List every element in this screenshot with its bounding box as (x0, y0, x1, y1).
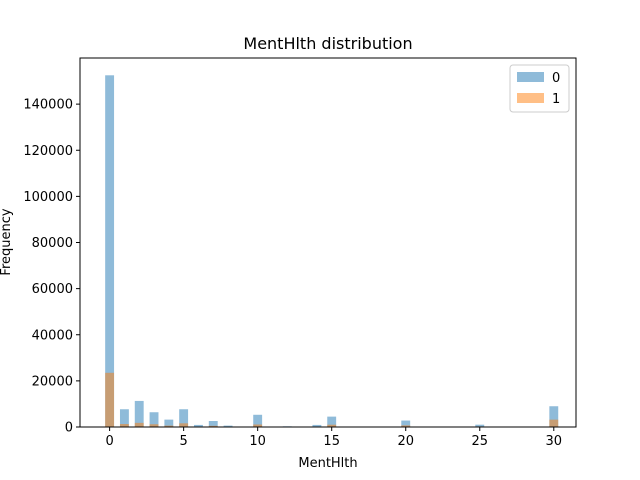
bar-series-1-bin-15 (327, 424, 337, 427)
y-tick-label-40000: 40000 (32, 328, 73, 343)
x-tick-label-20: 20 (397, 434, 414, 449)
bar-series-1-bin-1 (119, 424, 129, 427)
bar-series-1-bin-3 (149, 424, 159, 427)
legend-swatch-0 (517, 72, 544, 82)
bar-series-0-bin-4 (164, 419, 174, 427)
bar-series-0-bin-6 (194, 424, 203, 427)
x-axis-label: MentHlth (298, 456, 357, 471)
x-axis: 0 5 10 15 20 25 30 (105, 427, 562, 449)
x-tick-label-5: 5 (180, 434, 188, 449)
bar-series-1-bin-7 (208, 425, 218, 427)
y-tick-label-20000: 20000 (32, 374, 73, 389)
plot-frame (79, 57, 577, 428)
bar-series-0-bin-30 (549, 406, 559, 427)
y-tick-label-100000: 100000 (23, 190, 73, 205)
y-tick-label-140000: 140000 (23, 98, 73, 113)
bar-series-0-bin-10 (253, 414, 263, 427)
bar-series-0-bin-14 (312, 424, 322, 427)
plot-area (105, 75, 559, 427)
chart-title: MentHlth distribution (243, 34, 412, 53)
y-tick-label-60000: 60000 (32, 282, 73, 297)
legend-label-0: 0 (552, 71, 560, 86)
y-tick-label-80000: 80000 (32, 236, 73, 251)
bar-series-0-bin-0 (105, 75, 115, 427)
bar-series-0-bin-20 (401, 420, 411, 427)
bar-series-0-bin-8 (223, 425, 233, 427)
bar-series-0-bin-7 (208, 421, 218, 427)
x-tick-label-15: 15 (323, 434, 340, 449)
bar-series-1-bin-10 (253, 424, 263, 427)
x-tick-label-30: 30 (546, 434, 563, 449)
x-tick-label-0: 0 (105, 434, 113, 449)
y-tick-label-120000: 120000 (23, 144, 73, 159)
bar-series-0-bin-3 (149, 412, 159, 427)
bar-series-1-bin-2 (134, 422, 144, 427)
bar-series-1-bin-20 (401, 425, 411, 427)
x-tick-label-25: 25 (471, 434, 488, 449)
y-axis: 0 20000 40000 60000 80000 100000 120000 140000 (23, 98, 80, 436)
legend: 01 (509, 64, 570, 113)
bar-series-0-bin-1 (119, 409, 129, 427)
legend-swatch-1 (517, 93, 544, 103)
bar-series-1-bin-5 (179, 423, 189, 427)
bar-series-1-bin-30 (549, 419, 559, 427)
bar-series-0-bin-5 (179, 409, 189, 427)
bar-series-1-bin-4 (164, 425, 174, 427)
x-tick-label-10: 10 (249, 434, 266, 449)
y-tick-label-0: 0 (65, 421, 73, 436)
bar-series-0-bin-2 (134, 400, 144, 427)
y-axis-label: Frequency (0, 208, 14, 275)
legend-label-1: 1 (552, 92, 560, 107)
bar-series-0-bin-15 (327, 416, 337, 427)
bar-series-1-bin-0 (105, 372, 115, 427)
bar-series-0-bin-25 (475, 424, 485, 427)
